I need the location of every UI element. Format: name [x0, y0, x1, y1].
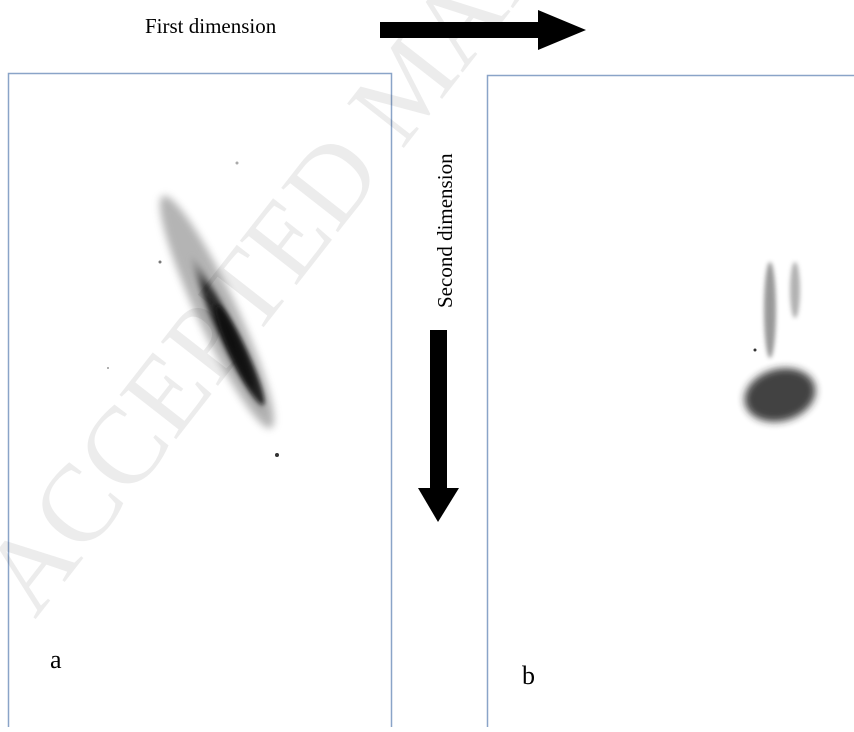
page: a b First dimension Second dimension ACC… [0, 0, 854, 727]
axis-label: Second dimension [433, 153, 457, 308]
panel-label: b [522, 661, 535, 690]
panel-label: a [50, 645, 62, 674]
axis-label: First dimension [145, 14, 277, 38]
down-arrow [418, 330, 459, 522]
figure: a b First dimension Second dimension ACC… [0, 0, 854, 727]
